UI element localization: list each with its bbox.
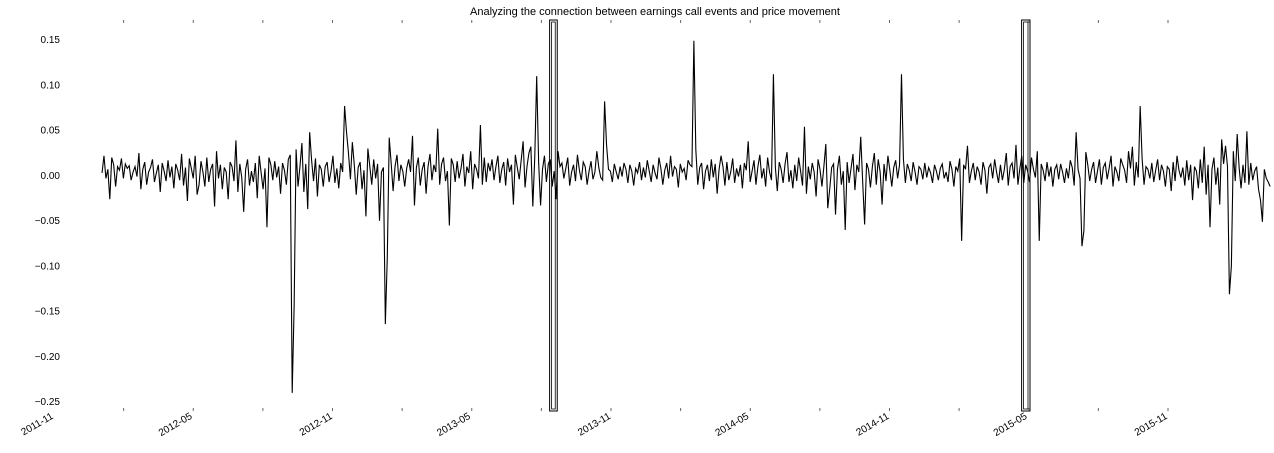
y-tick-label: −0.15 [35,307,61,318]
y-tick-label: 0.00 [41,171,61,182]
event-highlight-box-inner [1023,21,1029,410]
y-tick-label: 0.15 [41,35,61,46]
y-axis: 0.15 0.10 0.05 0.00 −0.05 −0.10 −0.15 −0.20 −0.2… [35,35,61,408]
top-tick-marks [123,20,1169,23]
event-highlight-box [1021,19,1031,412]
y-tick-label: −0.05 [35,216,61,227]
series-line [101,40,1271,393]
y-tick-label: −0.20 [35,352,61,363]
y-tick-label: −0.25 [35,397,61,408]
y-tick-label: −0.10 [35,261,61,272]
highlight-layer [549,19,1031,412]
y-tick-label: 0.10 [41,80,61,91]
event-highlight-box [549,19,558,412]
event-highlight-box-inner [551,21,556,410]
bottom-tick-marks [123,408,1169,411]
y-tick-label: 0.05 [41,126,61,137]
chart-title: Analyzing the connection between earning… [470,6,840,18]
series-layer [101,40,1271,393]
